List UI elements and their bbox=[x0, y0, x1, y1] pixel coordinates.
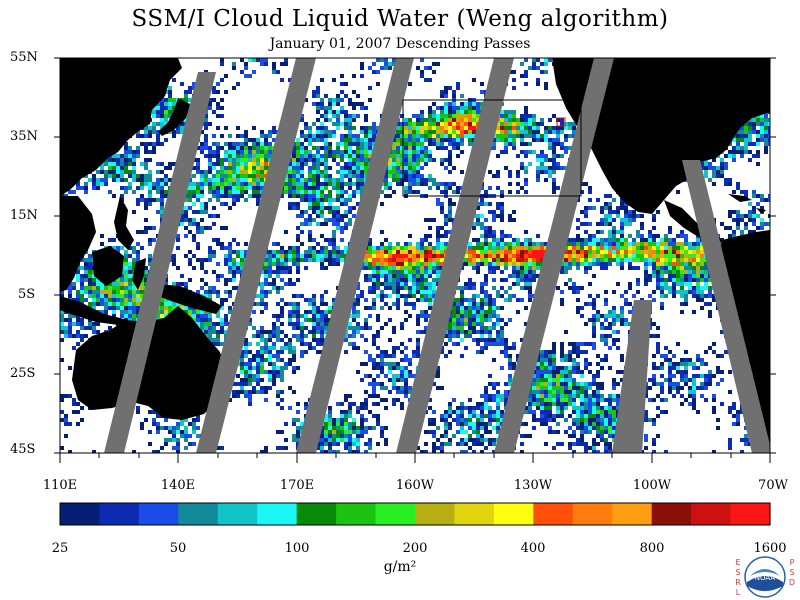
land-sulawesi bbox=[132, 258, 146, 290]
colorbar-swatch bbox=[257, 503, 298, 525]
lon-label-140e: 140E bbox=[160, 478, 196, 493]
colorbar bbox=[60, 503, 771, 525]
colorbar-swatch bbox=[533, 503, 574, 525]
lon-ticks bbox=[59, 453, 771, 463]
colorbar-swatch bbox=[138, 503, 179, 525]
land-indonesia bbox=[60, 296, 128, 326]
noaa-seal-icon: NOAA bbox=[744, 556, 786, 598]
colorbar-label-25: 25 bbox=[51, 541, 69, 556]
small-red-box bbox=[556, 117, 566, 127]
swath-gap-4 bbox=[396, 58, 514, 453]
land-north-america bbox=[552, 58, 770, 214]
colorbar-label-100: 100 bbox=[284, 541, 310, 556]
colorbar-swatch bbox=[415, 503, 456, 525]
units-label: g/m² bbox=[383, 559, 417, 575]
land-philippines bbox=[114, 196, 134, 250]
map-title: SSM/I Cloud Liquid Water (Weng algorithm… bbox=[131, 6, 669, 32]
lon-label-170e: 170E bbox=[279, 478, 315, 493]
colorbar-swatch bbox=[217, 503, 258, 525]
colorbar-swatch bbox=[296, 503, 337, 525]
lat-label-35n: 35N bbox=[10, 129, 38, 144]
lon-label-70w: 70W bbox=[758, 478, 788, 493]
colorbar-swatch bbox=[730, 503, 771, 525]
swath-gap-5 bbox=[494, 58, 614, 453]
swath-gap-7 bbox=[612, 300, 652, 453]
colorbar-swatch bbox=[375, 503, 416, 525]
colorbar-label-800: 800 bbox=[639, 541, 665, 556]
lat-label-15n: 15N bbox=[10, 208, 38, 223]
colorbar-swatch bbox=[572, 503, 613, 525]
lon-label-100w: 100W bbox=[632, 478, 672, 493]
swath-gap-3 bbox=[296, 58, 414, 453]
land-new-guinea bbox=[154, 284, 222, 314]
lon-label-160w: 160W bbox=[395, 478, 435, 493]
colorbar-swatch bbox=[691, 503, 732, 525]
lat-label-5s: 5S bbox=[18, 287, 36, 302]
lat-ticks bbox=[54, 57, 776, 454]
colorbar-frame bbox=[59, 502, 771, 526]
colorbar-label-1600: 1600 bbox=[753, 541, 787, 556]
swath-gap-6 bbox=[682, 160, 770, 453]
land-australia bbox=[72, 306, 226, 420]
land-indochina bbox=[60, 196, 96, 292]
swath-gap-1 bbox=[104, 72, 216, 453]
land-caribbean bbox=[728, 194, 766, 214]
colorbar-swatch bbox=[60, 503, 101, 525]
land-japan bbox=[158, 98, 190, 136]
map-subtitle: January 01, 2007 Descending Passes bbox=[269, 36, 531, 52]
colorbar-swatch bbox=[651, 503, 692, 525]
lat-label-45s: 45S bbox=[10, 442, 36, 457]
land-borneo bbox=[92, 246, 124, 286]
lon-label-110e: 110E bbox=[42, 478, 78, 493]
colorbar-label-200: 200 bbox=[402, 541, 428, 556]
lat-label-55n: 55N bbox=[10, 50, 38, 65]
lon-label-130w: 130W bbox=[513, 478, 553, 493]
lat-label-25s: 25S bbox=[10, 366, 36, 381]
logo-noaa-text: NOAA bbox=[755, 574, 776, 582]
land-asia bbox=[60, 58, 182, 196]
colorbar-swatch bbox=[99, 503, 140, 525]
colorbar-swatch bbox=[178, 503, 219, 525]
colorbar-label-50: 50 bbox=[169, 541, 187, 556]
colorbar-swatch bbox=[612, 503, 653, 525]
swath-gap-2 bbox=[196, 58, 316, 453]
colorbar-swatch bbox=[336, 503, 377, 525]
colorbar-swatch bbox=[493, 503, 534, 525]
region-box bbox=[402, 99, 582, 197]
colorbar-swatch bbox=[454, 503, 495, 525]
no-data-swath-gaps bbox=[104, 58, 770, 453]
colorbar-label-400: 400 bbox=[520, 541, 546, 556]
